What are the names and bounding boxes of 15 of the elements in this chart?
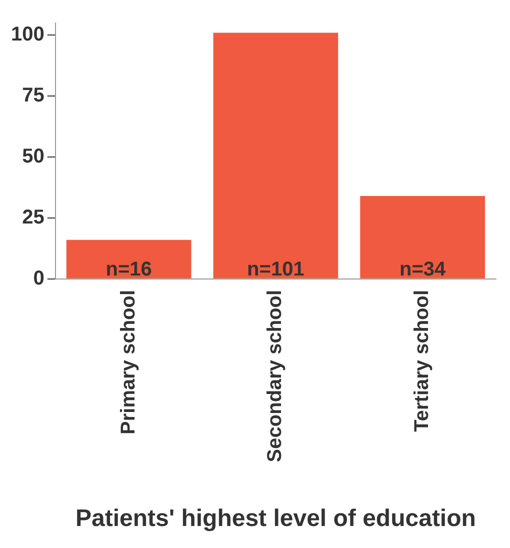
- x-tick-label: Tertiary school: [411, 290, 434, 432]
- y-tick-label: 0: [33, 267, 44, 290]
- bar: [66, 240, 192, 278]
- data-label: n=101: [247, 258, 304, 280]
- x-tick-label: Secondary school: [264, 290, 286, 462]
- data-label: n=34: [399, 258, 447, 280]
- x-axis-title: Patients' highest level of education: [75, 505, 476, 532]
- y-tick-label: 100: [10, 24, 44, 46]
- y-tick-label: 25: [22, 206, 44, 229]
- y-tick-label: 50: [22, 146, 44, 168]
- bar: [213, 32, 338, 278]
- data-label: n=16: [106, 258, 152, 280]
- bar: [360, 196, 485, 278]
- y-tick-label: 75: [22, 84, 44, 107]
- x-tick-label: Primary school: [117, 290, 140, 434]
